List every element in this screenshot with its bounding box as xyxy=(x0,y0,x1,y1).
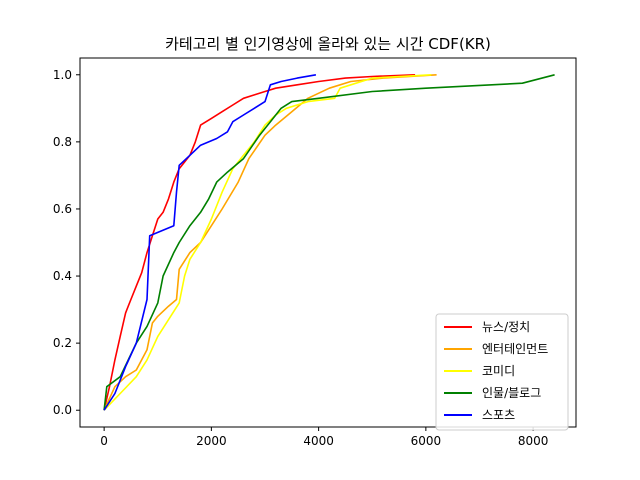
series-line-3 xyxy=(103,74,555,411)
x-tick-label: 0 xyxy=(100,434,108,448)
y-tick-label: 0.6 xyxy=(53,202,72,216)
series-line-4 xyxy=(103,74,317,411)
plot-area-frame xyxy=(79,57,577,428)
legend-label: 코미디 xyxy=(482,364,515,378)
legend-label: 인물/블로그 xyxy=(482,386,541,400)
series-lines xyxy=(103,74,555,411)
legend-label: 스포츠 xyxy=(482,408,515,422)
series-line-2 xyxy=(103,74,432,411)
x-tick-label: 2000 xyxy=(196,434,227,448)
chart-title: 카테고리 별 인기영상에 올라와 있는 시간 CDF(KR) xyxy=(165,35,491,53)
legend-label: 엔터테인먼트 xyxy=(482,342,548,356)
legend-label: 뉴스/정치 xyxy=(482,320,530,334)
y-tick-label: 0.2 xyxy=(53,336,72,350)
x-tick-label: 6000 xyxy=(411,434,442,448)
x-axis: 0 2000 4000 6000 8000 xyxy=(100,427,548,448)
y-tick-label: 0.4 xyxy=(53,269,72,283)
series-line-1 xyxy=(103,74,437,411)
y-axis: 0.0 0.2 0.4 0.6 0.8 1.0 xyxy=(53,68,80,417)
series-line-0 xyxy=(103,74,416,411)
y-tick-label: 0.8 xyxy=(53,135,72,149)
y-tick-label: 1.0 xyxy=(53,68,72,82)
x-tick-label: 4000 xyxy=(303,434,334,448)
x-tick-label: 8000 xyxy=(518,434,549,448)
legend-box xyxy=(435,313,569,431)
y-tick-label: 0.0 xyxy=(53,403,72,417)
